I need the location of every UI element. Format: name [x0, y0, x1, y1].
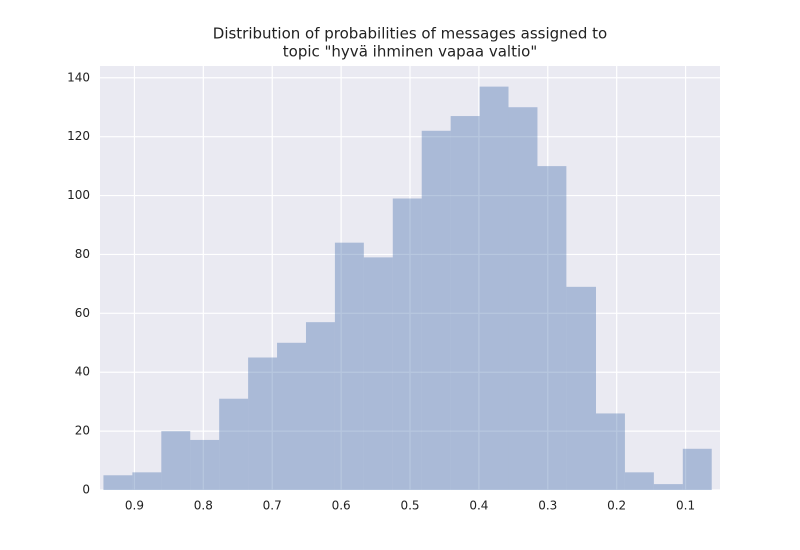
- bar: [682, 448, 712, 490]
- y-tick-label: 140: [67, 70, 90, 84]
- bar: [305, 322, 335, 490]
- y-tick-label: 40: [75, 365, 90, 379]
- chart-title: topic "hyvä ihminen vapaa valtio": [283, 43, 537, 61]
- bar: [596, 413, 625, 490]
- bar: [392, 198, 422, 490]
- bar: [421, 130, 451, 490]
- x-tick-label: 0.1: [676, 499, 695, 513]
- x-tick-label: 0.3: [538, 499, 557, 513]
- x-tick-label: 0.5: [400, 499, 419, 513]
- bar: [334, 242, 364, 490]
- bar: [537, 166, 567, 490]
- bar: [248, 357, 278, 490]
- bar: [277, 342, 306, 490]
- y-tick-label: 60: [75, 306, 90, 320]
- x-tick-label: 0.8: [194, 499, 213, 513]
- x-tick-label: 0.6: [332, 499, 351, 513]
- y-tick-label: 80: [75, 247, 90, 261]
- chart-title: Distribution of probabilities of message…: [213, 25, 607, 43]
- bar: [508, 107, 538, 490]
- bar: [161, 431, 191, 490]
- bar: [103, 475, 133, 490]
- bar: [132, 472, 162, 490]
- bar: [219, 398, 249, 490]
- bar: [653, 484, 683, 490]
- bar: [479, 86, 509, 490]
- x-tick-label: 0.7: [263, 499, 282, 513]
- bar: [363, 257, 393, 490]
- bar: [450, 116, 480, 491]
- y-tick-label: 100: [67, 188, 90, 202]
- bar: [566, 286, 596, 490]
- y-tick-label: 0: [82, 483, 90, 497]
- y-tick-label: 120: [67, 129, 90, 143]
- bar: [624, 472, 654, 490]
- x-tick-label: 0.2: [607, 499, 626, 513]
- y-tick-label: 20: [75, 424, 90, 438]
- bar: [190, 439, 220, 490]
- x-tick-label: 0.4: [469, 499, 488, 513]
- x-tick-label: 0.9: [125, 499, 144, 513]
